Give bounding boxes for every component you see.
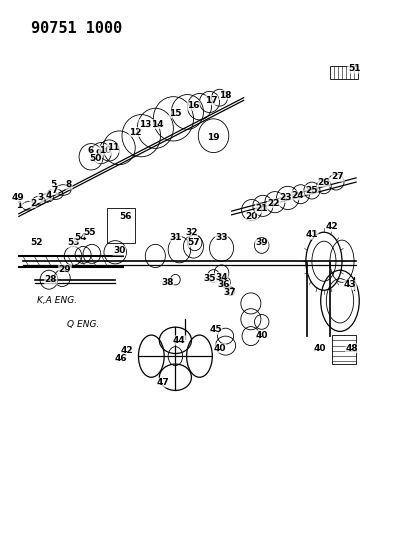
Text: 45: 45 — [209, 325, 222, 334]
Text: 30: 30 — [113, 246, 125, 255]
Text: Q ENG.: Q ENG. — [67, 320, 99, 329]
Text: 53: 53 — [67, 238, 79, 247]
Text: 1: 1 — [17, 201, 23, 211]
Text: 22: 22 — [267, 199, 280, 208]
Text: 40: 40 — [213, 344, 226, 353]
Text: 28: 28 — [45, 275, 57, 284]
Text: 19: 19 — [207, 133, 220, 142]
Text: 32: 32 — [185, 228, 198, 237]
Text: 42: 42 — [326, 222, 338, 231]
Text: 51: 51 — [348, 64, 360, 73]
Text: 25: 25 — [306, 185, 318, 195]
Text: 35: 35 — [203, 273, 216, 282]
Bar — [306, 262, 307, 336]
Text: 38: 38 — [161, 278, 174, 287]
Text: 39: 39 — [256, 238, 268, 247]
Text: 10: 10 — [99, 146, 112, 155]
Text: 6: 6 — [88, 146, 94, 155]
Text: 52: 52 — [31, 238, 43, 247]
Text: 34: 34 — [215, 272, 228, 281]
Text: 33: 33 — [215, 233, 228, 242]
Text: 3: 3 — [38, 193, 44, 203]
Text: 14: 14 — [151, 119, 164, 128]
Text: 48: 48 — [346, 344, 358, 353]
Text: 46: 46 — [115, 354, 127, 364]
Text: 43: 43 — [344, 280, 357, 289]
Text: 24: 24 — [291, 191, 304, 200]
Text: 36: 36 — [217, 280, 230, 289]
Text: 16: 16 — [187, 101, 200, 110]
Text: 31: 31 — [169, 233, 182, 242]
Text: 27: 27 — [332, 172, 344, 181]
Text: 8: 8 — [66, 180, 72, 189]
Text: 47: 47 — [157, 378, 170, 387]
Text: 20: 20 — [245, 212, 258, 221]
Text: 26: 26 — [318, 177, 330, 187]
Text: 49: 49 — [12, 193, 24, 203]
Text: 41: 41 — [306, 230, 318, 239]
Text: 17: 17 — [205, 96, 218, 105]
Bar — [107, 208, 135, 243]
Text: 56: 56 — [119, 212, 131, 221]
Bar — [329, 262, 330, 336]
Text: 29: 29 — [59, 265, 71, 273]
Text: 42: 42 — [121, 346, 133, 356]
Text: 4: 4 — [46, 191, 52, 200]
Text: 55: 55 — [83, 228, 95, 237]
Text: 9: 9 — [96, 149, 102, 158]
Text: 37: 37 — [223, 288, 236, 297]
Text: K,A ENG.: K,A ENG. — [37, 296, 77, 305]
Text: 57: 57 — [187, 238, 200, 247]
Text: 18: 18 — [219, 91, 232, 100]
Text: 21: 21 — [256, 204, 268, 213]
Text: 40: 40 — [256, 330, 268, 340]
Text: 54: 54 — [75, 233, 88, 242]
Text: 15: 15 — [169, 109, 182, 118]
Bar — [330, 66, 358, 79]
Text: 23: 23 — [280, 193, 292, 203]
Text: 5: 5 — [50, 180, 56, 189]
Text: 7: 7 — [52, 185, 58, 195]
Text: 50: 50 — [89, 154, 101, 163]
Bar — [332, 335, 356, 364]
Text: 2: 2 — [30, 199, 36, 208]
Text: 40: 40 — [314, 344, 326, 353]
Text: 13: 13 — [139, 119, 151, 128]
Text: 90751 1000: 90751 1000 — [31, 21, 122, 36]
Text: 11: 11 — [107, 143, 119, 152]
Text: 44: 44 — [173, 336, 186, 345]
Text: 12: 12 — [129, 127, 142, 136]
